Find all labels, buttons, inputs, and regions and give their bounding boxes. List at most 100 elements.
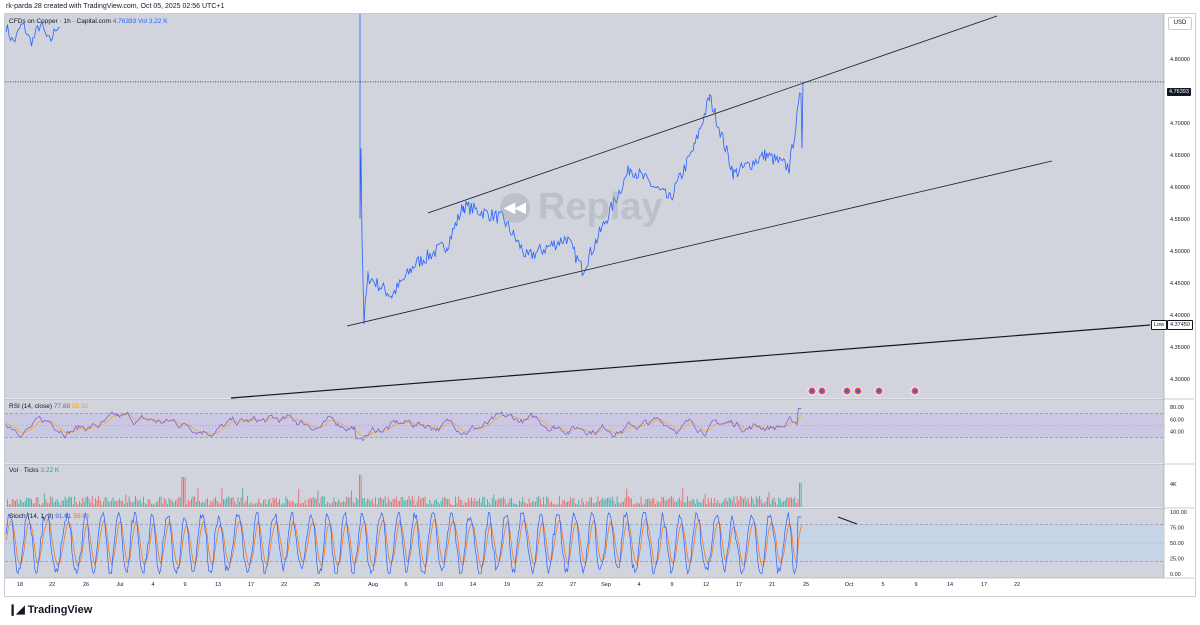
volume-bar — [323, 496, 325, 507]
volume-bar — [743, 498, 744, 507]
volume-bar — [331, 502, 333, 507]
time-axis-tick: 27 — [570, 582, 576, 588]
volume-bar — [651, 498, 653, 507]
rsi-ma-value: 58.32 — [71, 403, 89, 410]
price-pane-bg — [5, 14, 1164, 398]
rsi-axis-tick: 40.00 — [1170, 429, 1184, 435]
volume-bar — [458, 496, 460, 507]
volume-bar — [487, 499, 488, 507]
volume-bar — [752, 498, 754, 507]
volume-bar — [619, 503, 621, 507]
volume-bar — [573, 497, 575, 507]
volume-bar — [47, 503, 48, 507]
rsi-label: RSI (14, close) — [9, 403, 52, 410]
volume-bar — [115, 500, 117, 507]
volume-bar — [720, 503, 722, 507]
volume-bar — [67, 497, 69, 507]
volume-bar — [736, 496, 738, 507]
rsi-value: 77.88 — [53, 403, 71, 410]
volume-bar — [111, 500, 112, 507]
volume-bar — [344, 501, 346, 507]
volume-bar — [523, 501, 525, 507]
volume-bar — [410, 500, 412, 507]
volume-bar — [328, 502, 330, 507]
volume-bar — [207, 498, 208, 507]
time-axis-tick: 25 — [314, 582, 320, 588]
volume-bar — [763, 503, 765, 507]
volume-bar — [407, 499, 408, 507]
volume-bar — [491, 498, 493, 507]
volume-bar — [499, 498, 501, 507]
volume-bar — [15, 500, 16, 507]
price-axis-tick: 4.80000 — [1170, 57, 1190, 63]
volume-bar — [592, 503, 594, 507]
currency-button[interactable]: USD — [1168, 17, 1192, 30]
volume-bar — [261, 504, 263, 507]
volume-bar — [82, 497, 84, 507]
volume-bar — [399, 500, 400, 507]
volume-bar — [722, 501, 724, 507]
volume-bar — [554, 503, 556, 507]
volume-bar — [8, 503, 10, 507]
volume-bar — [555, 504, 557, 507]
volume-bar — [435, 499, 437, 507]
volume-bar — [538, 496, 540, 507]
volume-bar — [634, 503, 636, 507]
volume-bar — [695, 503, 696, 507]
volume-bar — [386, 503, 388, 507]
volume-bar — [251, 504, 253, 507]
volume-bar — [306, 504, 308, 507]
volume-bar — [39, 504, 40, 507]
volume-bar — [69, 496, 71, 507]
volume-bar — [258, 498, 260, 507]
volume-bar — [120, 500, 122, 507]
volume-bar — [176, 499, 178, 507]
volume-bar — [485, 504, 487, 507]
volume-bar — [519, 500, 520, 507]
volume-bar — [687, 496, 688, 507]
economic-event-dot — [820, 389, 824, 393]
volume-bar — [45, 499, 47, 507]
volume-bar — [771, 499, 773, 507]
volume-bar — [11, 499, 13, 507]
volume-bar — [283, 503, 285, 507]
volume-bar — [723, 499, 725, 507]
tradingview-logo[interactable]: ❙◢ TradingView — [8, 603, 92, 617]
volume-bar — [794, 496, 796, 507]
volume-bar — [136, 499, 138, 507]
volume-bar — [362, 498, 364, 507]
volume-bar — [664, 500, 666, 507]
volume-bar — [615, 503, 616, 507]
volume-bar — [152, 503, 154, 507]
time-axis-tick: 22 — [537, 582, 543, 588]
volume-bar — [333, 497, 335, 507]
volume-bar — [168, 497, 170, 507]
volume-bar — [775, 501, 776, 507]
volume-bar — [23, 502, 24, 507]
volume-bar — [114, 501, 116, 507]
volume-bar — [37, 497, 39, 507]
volume-bar — [151, 503, 152, 507]
volume-bar — [317, 490, 319, 507]
volume-bar — [629, 497, 631, 507]
volume-bar — [87, 496, 88, 507]
volume-bar — [522, 496, 524, 507]
volume-bar — [72, 504, 74, 507]
volume-bar — [34, 503, 36, 507]
volume-bar — [559, 496, 560, 507]
volume-bar — [365, 502, 367, 507]
volume-bar — [671, 496, 672, 507]
volume-bar — [397, 500, 399, 507]
volume-bar — [242, 488, 244, 507]
volume-bar — [239, 502, 240, 507]
volume-bar — [440, 500, 442, 507]
volume-bar — [95, 498, 96, 507]
volume-bar — [680, 500, 682, 507]
volume-bar — [146, 504, 148, 507]
volume-bar — [311, 498, 312, 507]
volume-bar — [195, 501, 197, 507]
volume-bar — [741, 496, 743, 507]
volume-bar — [455, 496, 456, 507]
volume-bar — [479, 497, 480, 507]
